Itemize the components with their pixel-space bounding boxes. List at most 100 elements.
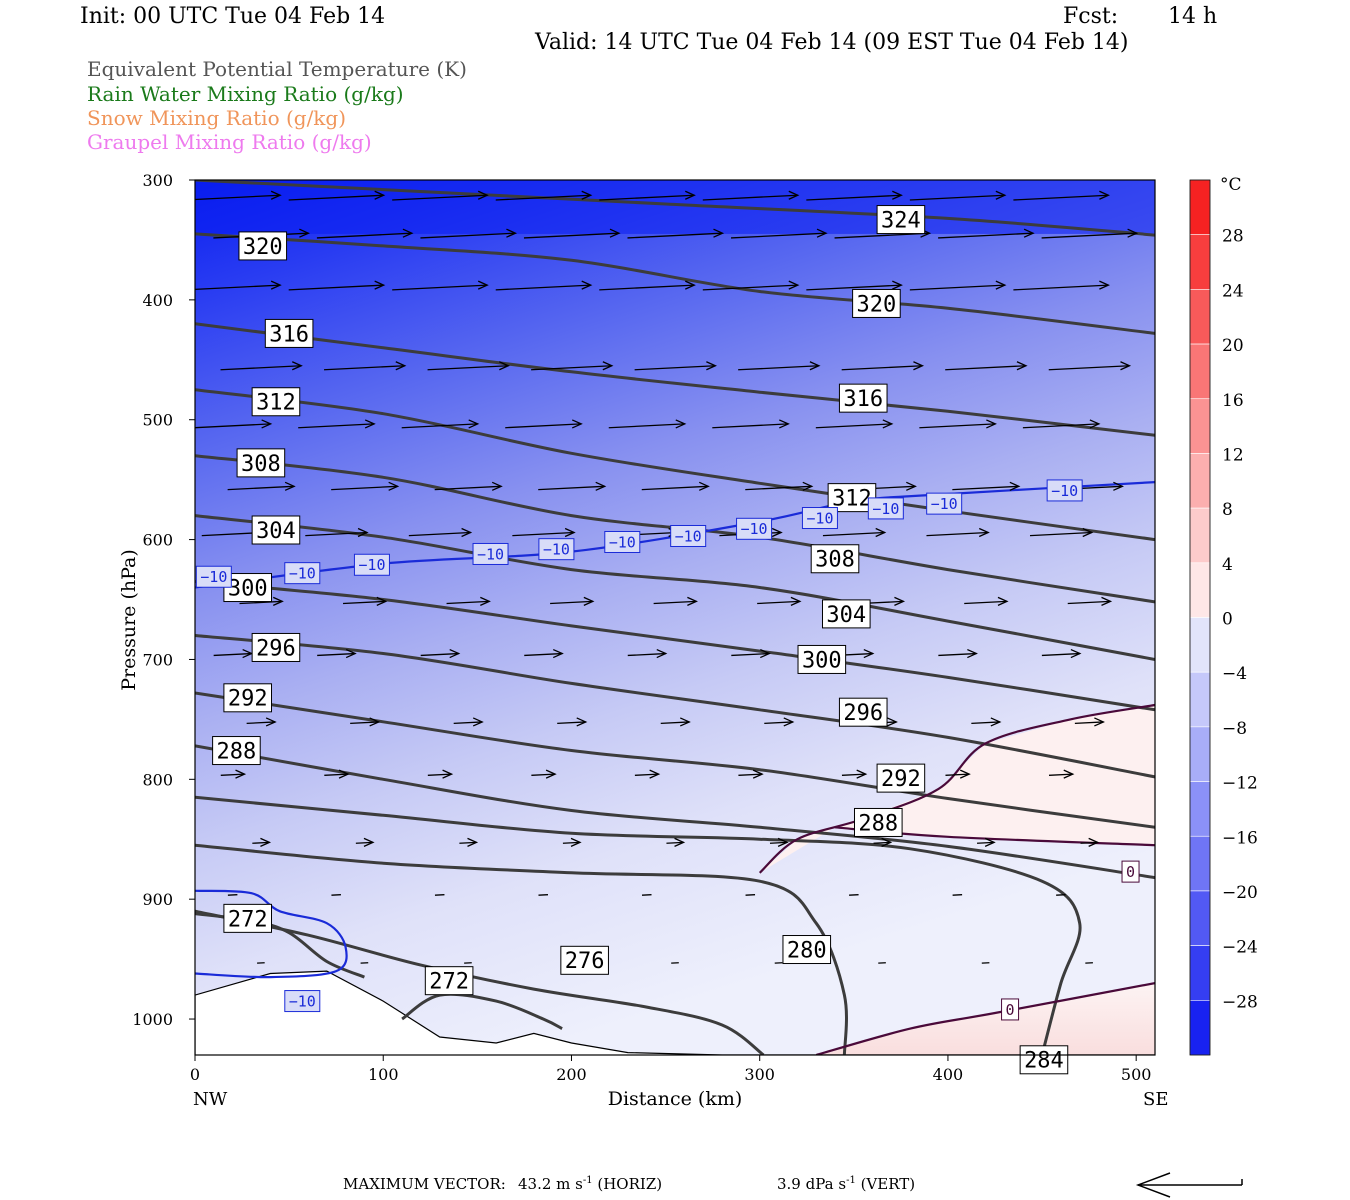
isotherm-label-zero: 0 [1001, 998, 1020, 1021]
svg-text:288: 288 [858, 811, 898, 836]
svg-text:−10: −10 [543, 541, 570, 559]
svg-text:−10: −10 [289, 992, 316, 1010]
wind-vector [195, 280, 282, 291]
isotherm-label-minus10: −10 [538, 538, 575, 561]
wind-vector [964, 596, 1009, 606]
wind-vector [505, 419, 583, 429]
theta-e-contour-280 [195, 843, 848, 1055]
colorbar-label: −16 [1222, 828, 1258, 848]
theta-e-label-304: 304 [251, 515, 301, 545]
valid-time: Valid: 14 UTC Tue 04 Feb 14 (09 EST Tue … [535, 30, 1129, 55]
svg-text:320: 320 [243, 235, 283, 260]
wind-vector [459, 837, 479, 847]
wind-vector [195, 419, 273, 429]
theta-e-contour-324 [195, 180, 1155, 237]
x-tick-label: 400 [933, 1065, 964, 1084]
wind-vector [355, 837, 375, 847]
wind-vector [745, 481, 814, 491]
colorbar-cell [1189, 781, 1211, 837]
wind-vector [495, 190, 593, 201]
colorbar-cell [1189, 671, 1211, 728]
wind-vector [730, 228, 828, 239]
wind-vector [702, 280, 800, 291]
theta-e-label-308: 308 [810, 544, 860, 574]
wind-vector [324, 361, 407, 371]
wind-vector [634, 769, 661, 779]
wind-vector [764, 717, 795, 727]
colorbar-cell [1189, 453, 1211, 509]
svg-text:316: 316 [269, 322, 309, 347]
isotherm-label-minus10: −10 [926, 492, 963, 515]
theta-e-label-300: 300 [223, 573, 273, 603]
isotherm-label-minus10: −10 [736, 517, 773, 540]
wind-vector [434, 481, 503, 491]
svg-text:308: 308 [815, 548, 855, 573]
wind-vector [298, 419, 376, 429]
svg-text:272: 272 [429, 970, 469, 995]
isotherm-label-minus10: −10 [353, 553, 390, 576]
isotherm-label-minus10: −10 [867, 497, 904, 520]
theta-e-label-288: 288 [853, 807, 903, 837]
wind-vector [495, 280, 593, 291]
wind-vector [873, 837, 893, 847]
wind-vector [841, 361, 925, 371]
wind-vector [738, 769, 764, 779]
theta-e-label-300: 300 [797, 644, 847, 674]
isotherm-minus10-lower [195, 889, 348, 979]
reference-vector-arrow [1135, 1172, 1243, 1198]
wind-vector [666, 837, 686, 847]
theta-e-label-292: 292 [876, 763, 926, 793]
wind-vector [841, 769, 868, 779]
colorbar-cell [1189, 835, 1211, 892]
colorbar-cell [1189, 726, 1211, 782]
colorbar-label: 4 [1222, 555, 1233, 575]
wind-vector [420, 648, 461, 659]
wind-vector [815, 419, 894, 429]
wind-vector [1067, 596, 1113, 606]
y-axis-title: Pressure (hPa) [118, 549, 140, 691]
wind-vector [731, 648, 771, 659]
wind-vector [524, 648, 564, 659]
colorbar-cell [1189, 234, 1211, 290]
colorbar-cell [1189, 507, 1211, 564]
theta-e-label-312: 312 [827, 483, 877, 513]
temperature-shading [195, 180, 1155, 1055]
wind-vector [316, 228, 414, 239]
wind-vector [220, 361, 303, 371]
wind-vector [239, 596, 284, 606]
isotherm-label-minus10: −10 [195, 565, 232, 588]
svg-text:−10: −10 [675, 527, 702, 545]
svg-text:296: 296 [256, 636, 296, 661]
wind-vector [343, 596, 388, 606]
svg-text:−10: −10 [741, 520, 768, 538]
wind-vector [324, 769, 350, 779]
isotherm-label-zero: 0 [1121, 860, 1140, 883]
colorbar-cell [1189, 343, 1211, 400]
max-vector-label: MAXIMUM VECTOR: [343, 1175, 506, 1193]
wind-vector [531, 361, 614, 371]
wind-vector [550, 596, 595, 606]
theta-e-label-312: 312 [251, 387, 301, 417]
colorbar-label: −24 [1222, 938, 1258, 958]
wind-vector [738, 361, 821, 371]
cross-section-chart: 324 320 320 316 316 312 312 308 308 304 304 300 300 2… [118, 171, 1258, 1110]
isotherm-label-minus10: −10 [604, 530, 641, 553]
isotherm-label-minus10: −10 [284, 562, 321, 585]
svg-text:276: 276 [565, 949, 605, 974]
x-tick-label: 500 [1121, 1065, 1152, 1084]
wind-vector [1013, 190, 1110, 201]
wind-vector [945, 769, 971, 779]
theta-e-contour-276 [195, 909, 765, 1055]
wind-vector [305, 527, 369, 538]
colorbar-frame [1189, 179, 1211, 1056]
max-vector-vertical: 3.9 dPa s-1 (VERT) [777, 1175, 916, 1193]
forecast-hour: 14 h [1168, 4, 1218, 29]
wind-vector [317, 648, 357, 659]
wind-vector [952, 481, 1021, 491]
theta-e-label-324: 324 [876, 205, 926, 235]
isotherm-label-minus10: −10 [284, 990, 321, 1013]
svg-text:324: 324 [881, 208, 921, 233]
wind-vector [627, 648, 668, 659]
warm-region-upper [759, 705, 1155, 873]
isotherm-label-minus10: −10 [1046, 479, 1083, 502]
